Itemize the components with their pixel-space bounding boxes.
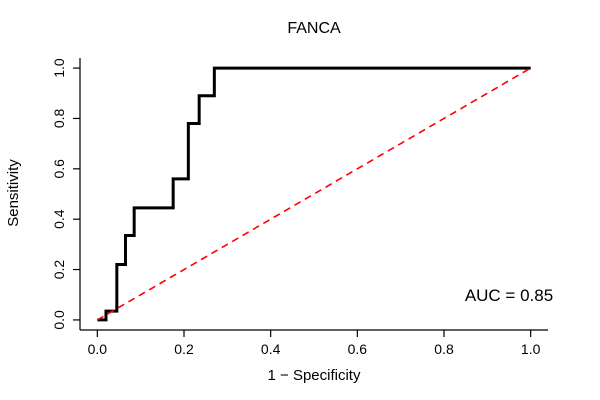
x-tick-label: 0.4 [261,341,281,357]
x-tick-label: 1.0 [521,341,541,357]
y-tick-label: 0.4 [51,209,67,229]
y-axis-label: Sensitivity [5,159,22,227]
y-tick-label: 1.0 [51,58,67,78]
y-tick-label: 0.8 [51,109,67,129]
plot-layer: 0.0 0.2 0.4 0.6 0.8 1.0 0.0 0.2 0.4 0.6 0.8 1.0 [51,58,548,357]
x-axis-label: 1 − Specificity [268,367,361,384]
y-tick-label: 0.0 [51,310,67,330]
chance-diagonal-line [96,67,532,321]
y-tick-label: 0.6 [51,159,67,179]
roc-curve-line [97,66,531,322]
x-tick-label: 0.8 [434,341,454,357]
x-tick-label: 0.6 [348,341,368,357]
x-tick-label: 0.0 [88,341,108,357]
auc-annotation: AUC = 0.85 [465,286,553,305]
chart-title: FANCA [287,20,341,37]
x-tick-label: 0.2 [174,341,194,357]
y-tick-label: 0.2 [51,260,67,280]
